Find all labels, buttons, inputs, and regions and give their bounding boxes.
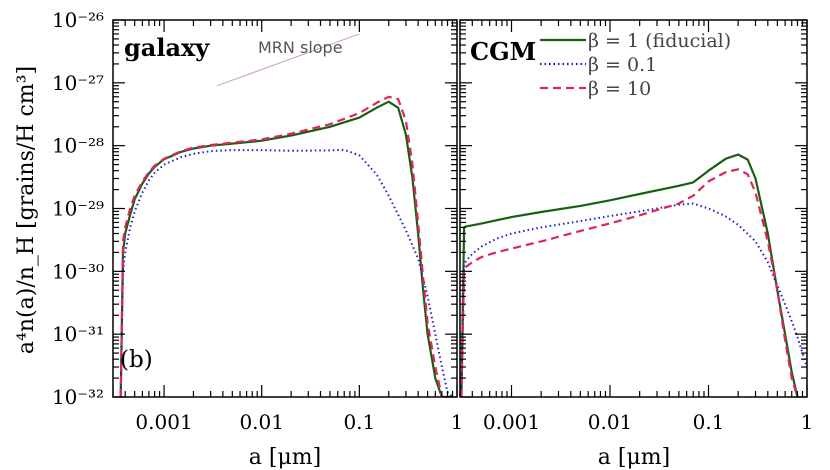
y-tick-label: 10⁻³⁰ bbox=[52, 259, 104, 283]
x-tick-label: 0.001 bbox=[483, 410, 540, 434]
panel-galaxy: 0.001 0.01 0.1 1 10⁻³²10⁻³¹10⁻³⁰10⁻²⁹10⁻²⁸1… bbox=[52, 8, 463, 470]
mrn-slope-label: MRN slope bbox=[258, 38, 343, 57]
x-axis-title-galaxy: a [μm] bbox=[249, 445, 321, 470]
y-tick-label: 10⁻³¹ bbox=[52, 322, 104, 346]
x-tick-label: 0.1 bbox=[343, 410, 375, 434]
legend-label: β = 0.1 bbox=[588, 54, 657, 76]
panel-title-cgm: CGM bbox=[470, 37, 536, 66]
legend: β = 1 (fiducial)β = 0.1β = 10 bbox=[540, 30, 731, 100]
panel-label: (b) bbox=[120, 347, 153, 373]
x-ticks-cgm: 0.001 0.01 0.1 1 bbox=[459, 20, 814, 434]
x-tick-label: 0.01 bbox=[239, 410, 284, 434]
x-tick-label: 0.01 bbox=[588, 410, 633, 434]
x-tick-label: 0.001 bbox=[135, 410, 192, 434]
y-tick-label: 10⁻²⁸ bbox=[52, 134, 104, 158]
series-line-fiducial bbox=[119, 100, 453, 397]
x-tick-label: 0.1 bbox=[693, 410, 725, 434]
y-axis-title: a⁴n(a)/n_H [grains/H cm³] bbox=[14, 66, 39, 354]
series-line-beta-10 bbox=[460, 168, 799, 397]
mrn-slope-line bbox=[217, 33, 360, 87]
y-minor-ticks-cgm bbox=[460, 19, 807, 398]
x-ticks-galaxy: 0.001 0.01 0.1 1 bbox=[112, 20, 464, 434]
series-line-beta-0-1 bbox=[119, 148, 454, 397]
series-group-galaxy bbox=[119, 95, 454, 397]
panel-title-galaxy: galaxy bbox=[124, 33, 210, 62]
y-tick-label: 10⁻³² bbox=[52, 385, 104, 409]
series-line-beta-10 bbox=[119, 95, 453, 397]
series-line-fiducial bbox=[460, 153, 799, 397]
y-tick-label: 10⁻²⁹ bbox=[52, 197, 104, 221]
x-tick-label: 1 bbox=[451, 410, 464, 434]
y-ticks: 10⁻³² 10⁻³¹ 10⁻³⁰ 10⁻²⁹ 10⁻²⁸ 10⁻²⁷ 10⁻²⁶ bbox=[52, 8, 457, 409]
x-axis-title-cgm: a [μm] bbox=[598, 445, 670, 470]
y-tick-label: 10⁻²⁶ bbox=[52, 8, 104, 32]
y-tick-label: 10⁻²⁷ bbox=[52, 71, 104, 95]
plot-frame-cgm bbox=[459, 19, 808, 398]
series-line-beta-0-1 bbox=[460, 202, 807, 397]
plot-frame-galaxy bbox=[112, 19, 458, 398]
legend-label: β = 1 (fiducial) bbox=[588, 30, 731, 52]
legend-label: β = 10 bbox=[588, 78, 651, 100]
panel-cgm: 0.001 0.01 0.1 1 CGM a [μm] β = 1 (fiducial… bbox=[459, 19, 814, 470]
series-group-cgm bbox=[460, 153, 807, 397]
x-tick-label: 1 bbox=[801, 410, 814, 434]
